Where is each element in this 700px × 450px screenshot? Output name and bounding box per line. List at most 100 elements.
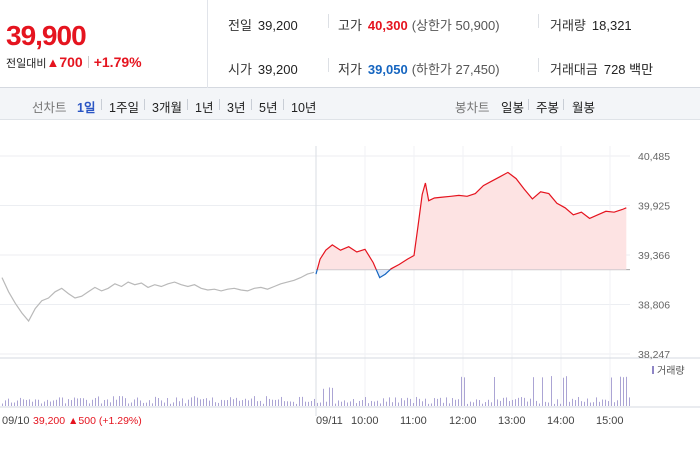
tab-period-1w[interactable]: 1주일 xyxy=(109,101,139,115)
x-tick-label: 09/10 xyxy=(2,415,30,427)
tab-period-3y[interactable]: 3년 xyxy=(227,101,246,115)
x-tick-label: 10:00 xyxy=(351,415,379,427)
volume-bar xyxy=(44,401,45,406)
price-chart[interactable]: 40,485 39,925 39,366 38,806 38,247 거래량 09/10… xyxy=(0,121,700,450)
volume-bar xyxy=(611,377,612,406)
volume-bar xyxy=(98,396,99,406)
volume-bar xyxy=(191,397,192,406)
volume-bar xyxy=(593,402,594,406)
volume-bar xyxy=(239,400,240,406)
volume-bar xyxy=(629,397,630,406)
x-tick-label: 11:00 xyxy=(400,415,427,427)
volume-legend-swatch xyxy=(652,366,654,374)
volume-bar xyxy=(137,397,138,406)
volume-bar xyxy=(266,396,267,406)
volume-bar xyxy=(152,403,153,406)
volume-bar xyxy=(368,403,369,406)
prev-close-stat: 전일 39,200 xyxy=(228,15,298,34)
tab-candle-day[interactable]: 일봉 xyxy=(501,101,525,115)
volume-bar xyxy=(440,397,441,406)
volume-bar xyxy=(578,397,579,406)
volume-bar xyxy=(50,401,51,406)
volume-bar xyxy=(533,377,534,406)
volume-bar xyxy=(545,401,546,406)
volume-bar xyxy=(476,399,477,406)
y-tick-label: 38,806 xyxy=(638,300,670,312)
tab-period-10y[interactable]: 10년 xyxy=(291,101,317,115)
volume-bar xyxy=(563,377,564,406)
volume-bar xyxy=(176,397,177,406)
volume-bar xyxy=(521,397,522,406)
tab-period-1d[interactable]: 1일 xyxy=(77,101,96,115)
volume-bar xyxy=(185,403,186,406)
volume-bar xyxy=(272,399,273,406)
toolbar-divider xyxy=(144,99,145,110)
y-tick-label: 40,485 xyxy=(638,151,670,163)
volume-bar xyxy=(80,398,81,406)
toolbar-divider xyxy=(187,99,188,110)
volume-bar xyxy=(479,400,480,406)
volume-bar xyxy=(95,397,96,406)
chart-grid xyxy=(0,146,700,416)
volume-bar xyxy=(347,402,348,406)
volume-bar xyxy=(470,401,471,406)
tab-candle-week[interactable]: 주봉 xyxy=(536,101,560,115)
volume-bar xyxy=(305,401,306,406)
volume-bar xyxy=(110,402,111,406)
volume-bar xyxy=(143,402,144,406)
volume-bar xyxy=(515,399,516,406)
volume-bar xyxy=(458,399,459,406)
trade-value-label: 거래대금 xyxy=(550,62,598,77)
quote-panel: 39,900 전일대비▲700 +1.79% 전일 39,200 고가 40,300(… xyxy=(0,0,700,88)
toolbar-divider xyxy=(219,99,220,110)
volume-bar xyxy=(86,399,87,406)
volume-bar xyxy=(596,397,597,406)
volume-bar xyxy=(464,377,465,406)
volume-bar xyxy=(509,401,510,406)
volume-bar xyxy=(389,397,390,406)
volume-bar xyxy=(38,399,39,406)
volume-bar xyxy=(434,398,435,406)
tab-period-5y[interactable]: 5년 xyxy=(259,101,278,115)
volume-bar xyxy=(431,403,432,406)
volume-bar xyxy=(599,401,600,406)
volume-bar xyxy=(71,400,72,406)
volume-bar xyxy=(419,398,420,406)
volume-bar xyxy=(605,399,606,406)
volume-bar xyxy=(209,400,210,406)
volume-bar xyxy=(104,400,105,406)
tab-period-1y[interactable]: 1년 xyxy=(195,101,214,115)
volume-bar xyxy=(221,399,222,406)
volume-bar xyxy=(554,403,555,406)
volume-bar xyxy=(146,402,147,406)
volume-bar xyxy=(74,397,75,406)
volume-bar xyxy=(608,401,609,406)
tab-candle-month[interactable]: 월봉 xyxy=(572,101,596,115)
volume-panel: 거래량 xyxy=(2,365,685,406)
volume-bar xyxy=(353,399,354,406)
change-label: 전일대비 xyxy=(6,58,47,70)
volume-bar xyxy=(242,400,243,406)
candle-chart-label: 봉차트 xyxy=(455,101,490,115)
volume-bar xyxy=(584,401,585,406)
volume-label: 거래량 xyxy=(550,18,586,33)
volume-bar xyxy=(335,403,336,406)
line-chart-label: 선차트 xyxy=(32,101,67,115)
tab-period-3m[interactable]: 3개월 xyxy=(152,101,182,115)
up-triangle-icon: ▲ xyxy=(46,55,60,70)
volume-bar xyxy=(251,398,252,406)
volume-bar xyxy=(287,401,288,406)
price-box: 39,900 전일대비▲700 +1.79% xyxy=(0,0,208,88)
volume-bar xyxy=(284,401,285,406)
trade-value: 728 백만 xyxy=(603,62,654,77)
volume-bar xyxy=(626,376,627,406)
volume-bar xyxy=(527,401,528,406)
volume-bar xyxy=(614,402,615,406)
volume-bar xyxy=(500,400,501,406)
y-tick-label: 38,247 xyxy=(638,349,670,361)
toolbar-divider xyxy=(251,99,252,110)
volume-bar xyxy=(326,401,327,406)
volume-bar xyxy=(425,398,426,406)
today-area-up xyxy=(317,172,627,270)
volume-bar xyxy=(503,397,504,406)
